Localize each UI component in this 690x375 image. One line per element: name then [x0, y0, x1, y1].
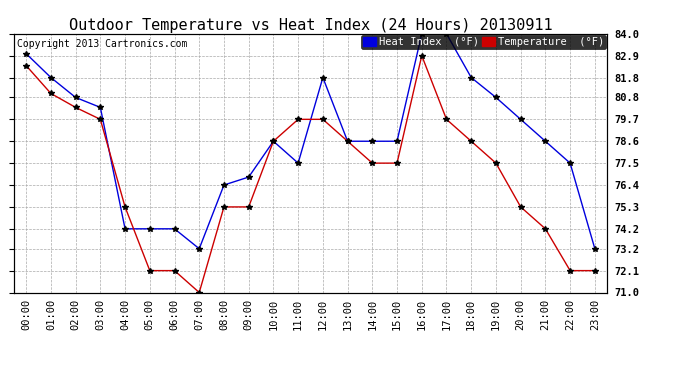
Legend: Heat Index  (°F), Temperature  (°F): Heat Index (°F), Temperature (°F): [362, 35, 606, 49]
Text: Copyright 2013 Cartronics.com: Copyright 2013 Cartronics.com: [17, 39, 187, 49]
Title: Outdoor Temperature vs Heat Index (24 Hours) 20130911: Outdoor Temperature vs Heat Index (24 Ho…: [69, 18, 552, 33]
